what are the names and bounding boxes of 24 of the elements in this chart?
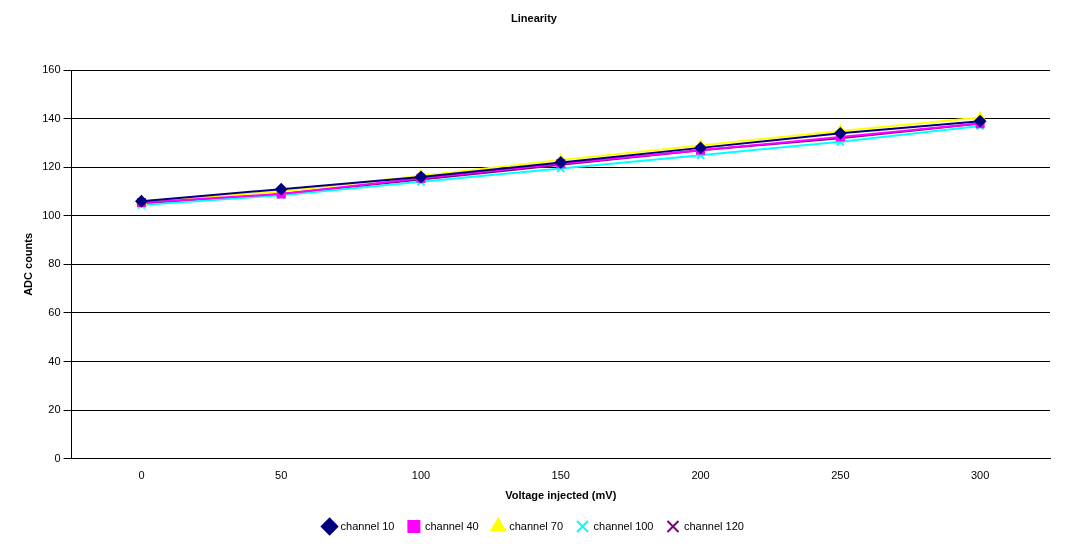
- y-tick-label: 0: [54, 451, 61, 464]
- x-tick-label: 0: [138, 469, 145, 482]
- legend-label: channel 70: [509, 519, 564, 532]
- legend-label: channel 120: [683, 519, 744, 532]
- legend-label: channel 10: [340, 519, 395, 532]
- x-tick-label: 150: [551, 469, 570, 482]
- y-tick-label: 60: [48, 305, 61, 318]
- legend-label: channel 100: [593, 519, 654, 532]
- x-tick-label: 250: [831, 469, 850, 482]
- x-axis-title: Voltage injected (mV): [505, 489, 617, 502]
- chart-title: Linearity: [511, 11, 558, 24]
- y-tick-label: 140: [42, 111, 61, 124]
- y-tick-label: 40: [48, 354, 61, 367]
- y-axis-title: ADC counts: [21, 232, 34, 296]
- x-tick-label: 300: [970, 469, 990, 482]
- y-tick-label: 100: [42, 208, 61, 221]
- y-tick-label: 80: [48, 257, 61, 270]
- x-tick-label: 100: [411, 469, 431, 482]
- y-tick-label: 160: [42, 63, 61, 76]
- x-tick-label: 50: [275, 469, 288, 482]
- y-tick-label: 20: [48, 403, 61, 416]
- y-tick-label: 120: [42, 160, 61, 173]
- legend-label: channel 40: [424, 519, 479, 532]
- x-tick-label: 200: [691, 469, 710, 482]
